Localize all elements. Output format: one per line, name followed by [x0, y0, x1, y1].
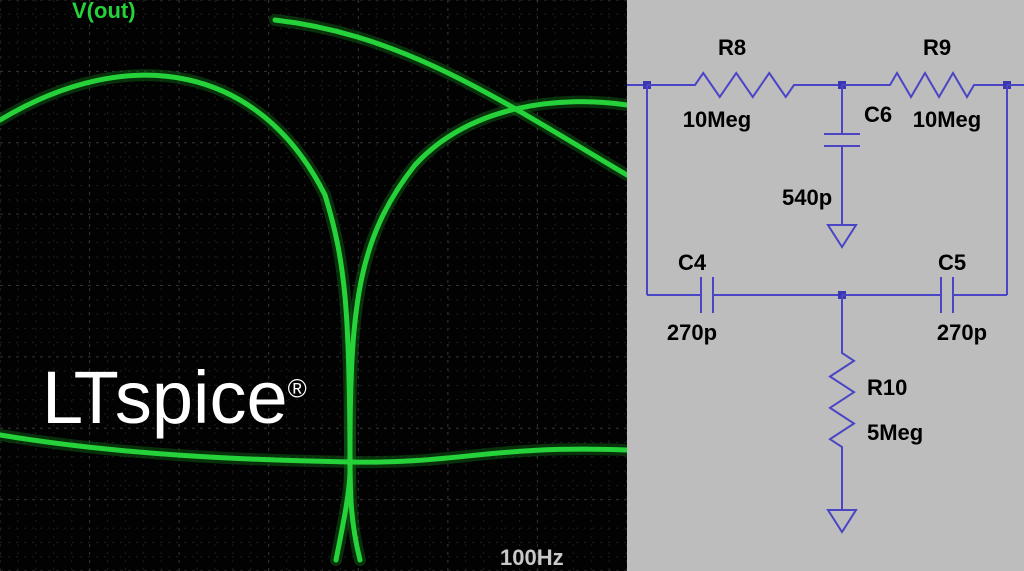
label-C6: C6	[864, 102, 892, 127]
value-C5: 270p	[937, 320, 987, 345]
label-R8: R8	[718, 35, 746, 60]
label-R10: R10	[867, 375, 907, 400]
brand-registered-icon: ®	[288, 375, 307, 403]
brand-spice: spice	[115, 356, 288, 439]
trace-label: V(out)	[72, 0, 136, 23]
label-C5: C5	[938, 250, 966, 275]
label-C4: C4	[678, 250, 707, 275]
brand-lt: LT	[42, 356, 115, 439]
waveform-panel: V(out) 100Hz LTspice®	[0, 0, 627, 571]
waveform-plot[interactable]: V(out) 100Hz	[0, 0, 627, 571]
x-axis-label: 100Hz	[500, 545, 564, 570]
ltspice-logo: LTspice®	[42, 355, 307, 440]
value-C4: 270p	[667, 320, 717, 345]
label-R9: R9	[923, 35, 951, 60]
value-C6: 540p	[782, 185, 832, 210]
value-R10: 5Meg	[867, 420, 923, 445]
schematic-panel: R8 10Meg R9 10Meg C6 540p C4 270p C5 270p R10 5Meg	[627, 0, 1024, 571]
value-R9: 10Meg	[913, 107, 981, 132]
schematic[interactable]: R8 10Meg R9 10Meg C6 540p C4 270p C5 270p R10 5Meg	[627, 0, 1024, 571]
value-R8: 10Meg	[683, 107, 751, 132]
